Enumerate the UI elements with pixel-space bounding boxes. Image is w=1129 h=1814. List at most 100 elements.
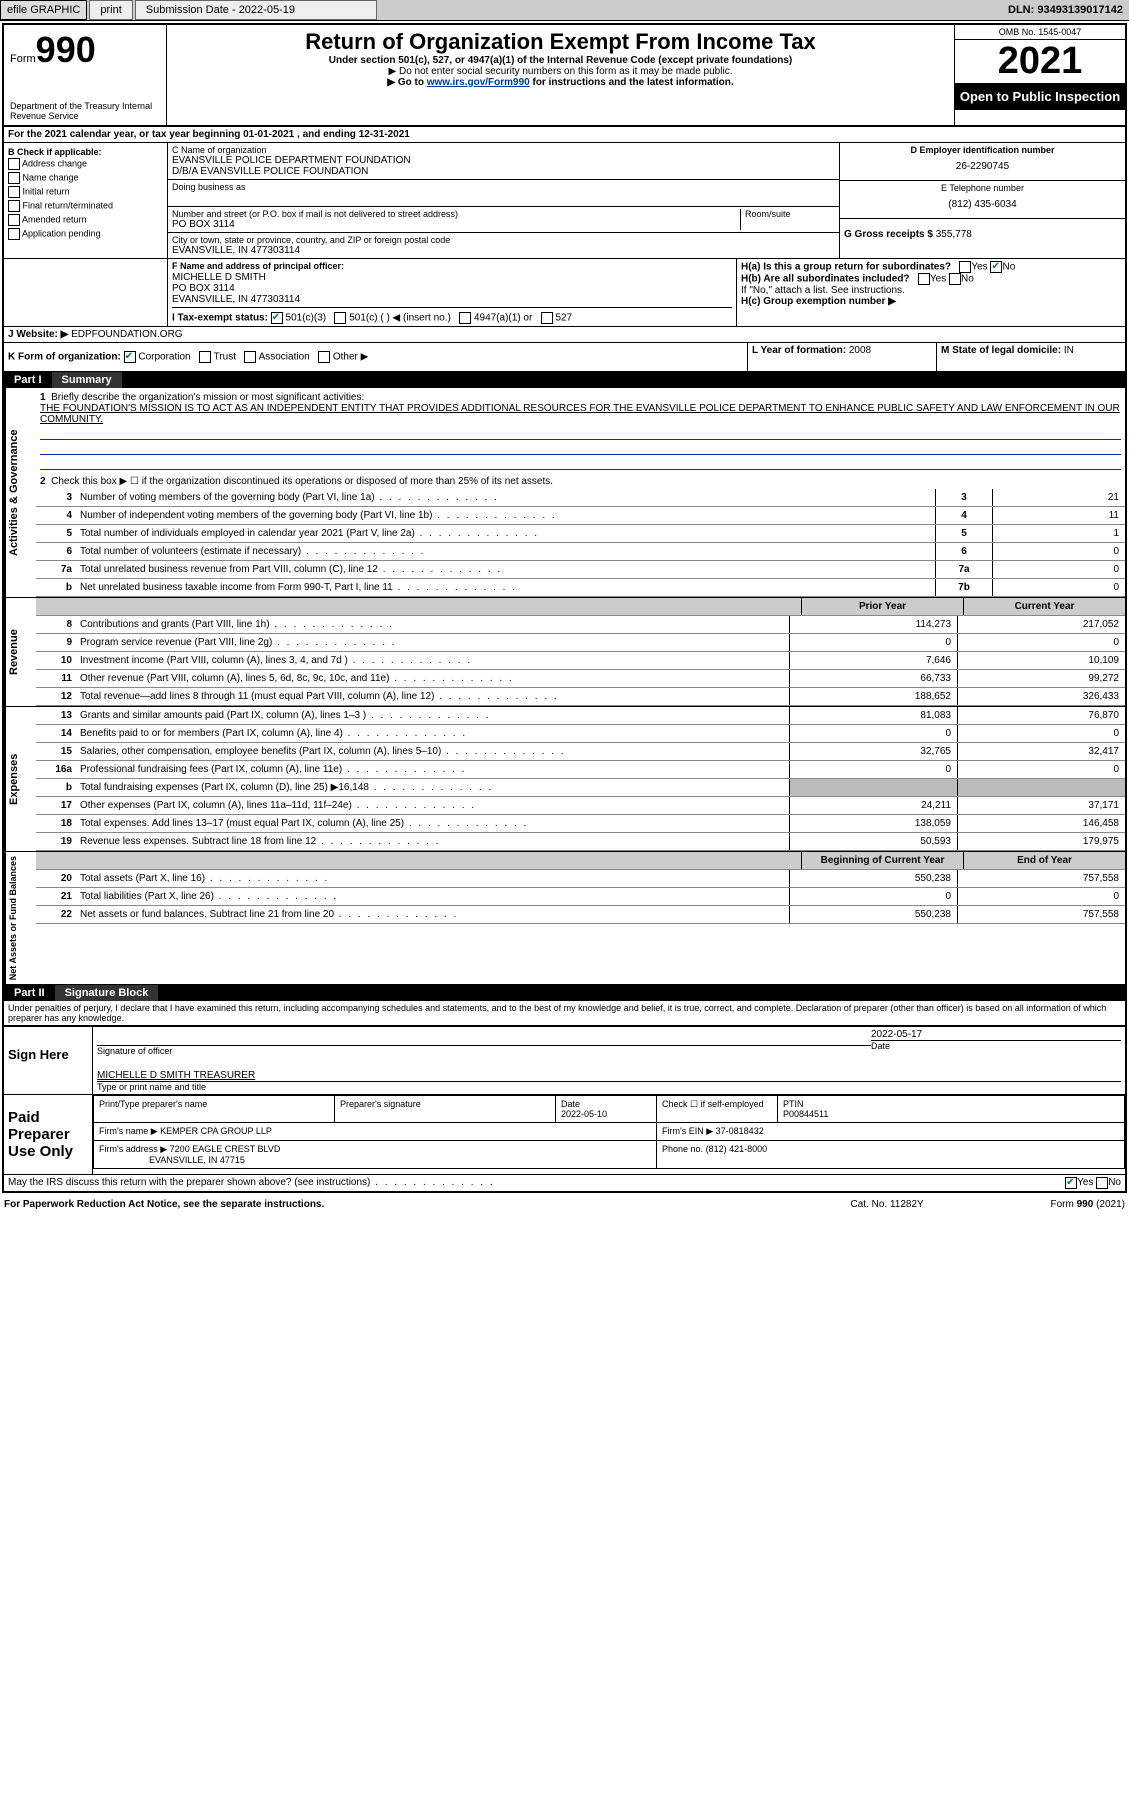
footer-right: Form 990 (2021)	[1051, 1199, 1125, 1210]
discuss-yes[interactable]	[1065, 1177, 1077, 1189]
sig-label: Signature of officer	[97, 1045, 871, 1056]
checkbox-initial[interactable]	[8, 186, 20, 198]
prior-val: 0	[789, 888, 957, 905]
curr-val: 757,558	[957, 870, 1125, 887]
curr-val: 37,171	[957, 797, 1125, 814]
row-text: Total revenue—add lines 8 through 11 (mu…	[78, 688, 789, 705]
data-row: 17 Other expenses (Part IX, column (A), …	[36, 797, 1125, 815]
row-num: 12	[36, 688, 78, 705]
ha-yes[interactable]	[959, 261, 971, 273]
row-num: 19	[36, 833, 78, 850]
k-label: K Form of organization:	[8, 352, 121, 363]
exp-tab: Expenses	[4, 707, 36, 851]
firm-addr2: EVANSVILLE, IN 47715	[149, 1155, 245, 1165]
curr-val: 326,433	[957, 688, 1125, 705]
chk-assoc[interactable]	[244, 351, 256, 363]
data-row: 20 Total assets (Part X, line 16) 550,23…	[36, 870, 1125, 888]
row-num: 5	[36, 525, 78, 542]
row-text: Total expenses. Add lines 13–17 (must eq…	[78, 815, 789, 832]
l2: Check this box ▶ ☐ if the organization d…	[51, 476, 553, 487]
chk-corp[interactable]	[124, 351, 136, 363]
box-b: B Check if applicable: Address change Na…	[4, 143, 168, 258]
row-text: Number of independent voting members of …	[78, 507, 935, 524]
curr-val: 99,272	[957, 670, 1125, 687]
irs-link[interactable]: www.irs.gov/Form990	[427, 77, 530, 88]
i-opt-3: 527	[555, 313, 572, 324]
section-f-h: F Name and address of principal officer:…	[4, 259, 1125, 327]
row-text: Total fundraising expenses (Part IX, col…	[78, 779, 789, 796]
chk-527[interactable]	[541, 312, 553, 324]
prior-val: 50,593	[789, 833, 957, 850]
hb2: If "No," attach a list. See instructions…	[741, 285, 1121, 296]
chk-4947[interactable]	[459, 312, 471, 324]
row-text: Other revenue (Part VIII, column (A), li…	[78, 670, 789, 687]
curr-val: 32,417	[957, 743, 1125, 760]
print-button[interactable]: print	[89, 0, 132, 20]
prior-val: 32,765	[789, 743, 957, 760]
row-val: 0	[992, 579, 1125, 596]
prior-val: 138,059	[789, 815, 957, 832]
subtitle-3: ▶ Go to www.irs.gov/Form990 for instruct…	[171, 77, 950, 88]
row-text: Grants and similar amounts paid (Part IX…	[78, 707, 789, 724]
curr-val: 0	[957, 634, 1125, 651]
data-row: 16a Professional fundraising fees (Part …	[36, 761, 1125, 779]
chk-trust[interactable]	[199, 351, 211, 363]
row-val: 0	[992, 543, 1125, 560]
l1-label: Briefly describe the organization's miss…	[51, 392, 364, 403]
row-text: Net assets or fund balances. Subtract li…	[78, 906, 789, 923]
prior-val: 188,652	[789, 688, 957, 705]
checkbox-name[interactable]	[8, 172, 20, 184]
signer-name: MICHELLE D SMITH TREASURER	[97, 1070, 1121, 1081]
street-label: Number and street (or P.O. box if mail i…	[172, 209, 740, 219]
i-opt-2: 4947(a)(1) or	[474, 313, 532, 324]
name-label: C Name of organization	[172, 145, 835, 155]
row-text: Total number of individuals employed in …	[78, 525, 935, 542]
city-label: City or town, state or province, country…	[172, 235, 835, 245]
preparer-label: Paid Preparer Use Only	[4, 1095, 93, 1174]
hb-yes[interactable]	[918, 273, 930, 285]
phone: (812) 435-6034	[844, 193, 1121, 216]
row-num: 7a	[36, 561, 78, 578]
k-0: Corporation	[138, 352, 190, 363]
prior-val: 114,273	[789, 616, 957, 633]
box-c: C Name of organization EVANSVILLE POLICE…	[168, 143, 839, 258]
data-row: 12 Total revenue—add lines 8 through 11 …	[36, 688, 1125, 706]
l-val: 2008	[849, 345, 871, 356]
efile-label: efile GRAPHIC	[0, 0, 87, 20]
row-text: Program service revenue (Part VIII, line…	[78, 634, 789, 651]
checkbox-amended[interactable]	[8, 214, 20, 226]
checkbox-address[interactable]	[8, 158, 20, 170]
prior-hdr: Prior Year	[801, 598, 963, 615]
row-box: 7b	[935, 579, 992, 596]
discuss-no[interactable]	[1096, 1177, 1108, 1189]
checkbox-final[interactable]	[8, 200, 20, 212]
chk-501c[interactable]	[334, 312, 346, 324]
k-1: Trust	[214, 352, 236, 363]
yes-1: Yes	[971, 262, 987, 273]
row-val: 0	[992, 561, 1125, 578]
row-num: 3	[36, 489, 78, 506]
row-box: 4	[935, 507, 992, 524]
prior-val	[789, 779, 957, 796]
data-row: 22 Net assets or fund balances. Subtract…	[36, 906, 1125, 924]
row-num: 11	[36, 670, 78, 687]
date-label: Date	[871, 1040, 1121, 1051]
hb-no[interactable]	[949, 273, 961, 285]
row-text: Salaries, other compensation, employee b…	[78, 743, 789, 760]
row-num: 15	[36, 743, 78, 760]
curr-val	[957, 779, 1125, 796]
gov-row: b Net unrelated business taxable income …	[36, 579, 1125, 597]
checkbox-pending[interactable]	[8, 228, 20, 240]
row-text: Professional fundraising fees (Part IX, …	[78, 761, 789, 778]
row-val: 1	[992, 525, 1125, 542]
klm-row: K Form of organization: Corporation Trus…	[4, 343, 1125, 372]
hc-label: H(c) Group exemption number ▶	[741, 296, 1121, 307]
gross-label: G Gross receipts $	[844, 229, 933, 240]
b-opt-3: Final return/terminated	[23, 200, 114, 210]
ha-no[interactable]	[990, 261, 1002, 273]
prep-h5v: P00844511	[783, 1109, 828, 1119]
chk-501c3[interactable]	[271, 312, 283, 324]
part1-label: Part I	[4, 372, 52, 388]
firm-phone: (812) 421-8000	[706, 1144, 768, 1154]
chk-other[interactable]	[318, 351, 330, 363]
